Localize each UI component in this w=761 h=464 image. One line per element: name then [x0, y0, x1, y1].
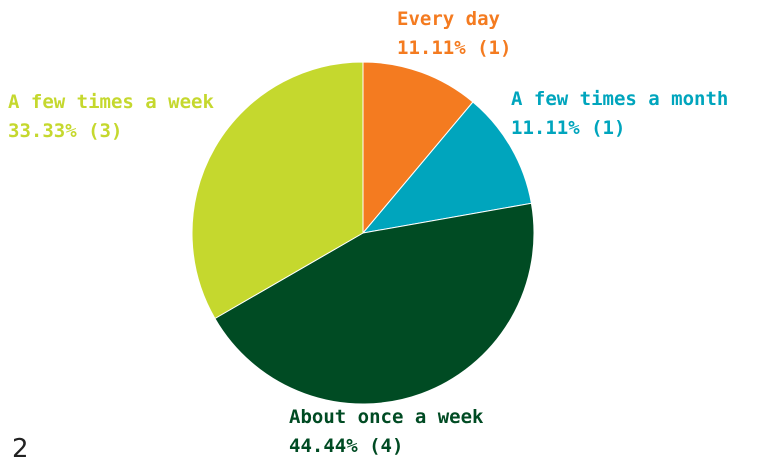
- slice-label-a-few-times-a-week: A few times a week: [8, 91, 214, 113]
- pie-slices: [191, 61, 535, 405]
- pie-slice-a-few-times-a-month: [361, 101, 532, 234]
- slice-label-every-day: Every day: [397, 8, 500, 30]
- slice-label-about-once-a-week: About once a week: [289, 406, 484, 428]
- slice-value-a-few-times-a-month: 11.11% (1): [511, 117, 625, 139]
- pie-labels: Every day 11.11% (1) A few times a month 11…: [8, 8, 728, 457]
- slice-value-every-day: 11.11% (1): [397, 37, 511, 59]
- pie-slice-a-few-times-a-week: [191, 61, 364, 320]
- pie-slice-every-day: [362, 61, 474, 235]
- slice-label-a-few-times-a-month: A few times a month: [511, 88, 728, 110]
- page-number-fragment: 2: [12, 434, 29, 464]
- pie-slice-about-once-a-week: [214, 202, 535, 405]
- slice-value-about-once-a-week: 44.44% (4): [289, 435, 403, 457]
- slice-value-a-few-times-a-week: 33.33% (3): [8, 120, 122, 142]
